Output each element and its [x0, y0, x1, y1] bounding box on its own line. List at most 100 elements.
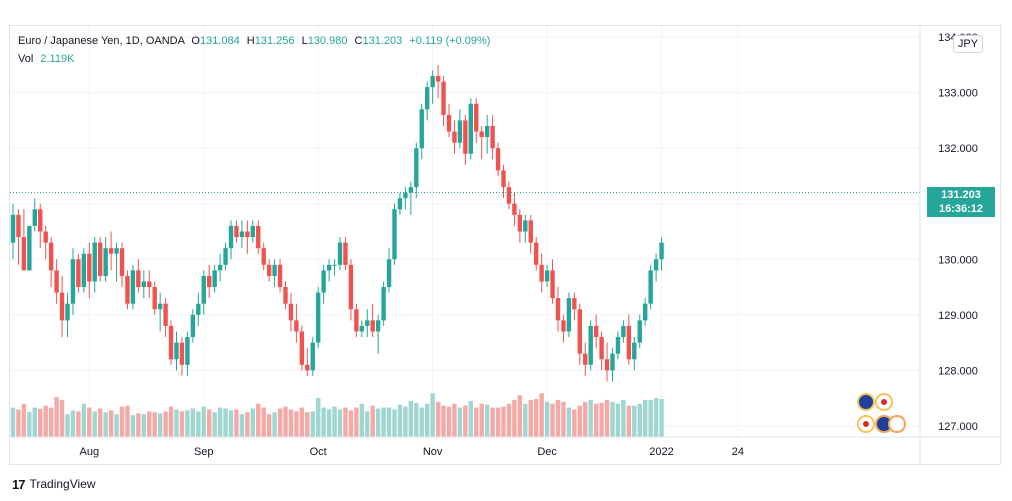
volume-bar — [506, 403, 512, 437]
volume-value: 2.119K — [40, 53, 75, 65]
candle-body — [76, 259, 81, 288]
volume-bar — [125, 405, 130, 437]
candle-body — [474, 103, 479, 132]
candle-body — [425, 87, 430, 110]
volume-bar — [337, 409, 343, 437]
event-marker-eu-flag-icon[interactable] — [857, 393, 875, 411]
volume-bar — [16, 409, 21, 437]
candle-body — [130, 270, 136, 304]
volume-bar — [256, 403, 261, 437]
volume-bar — [163, 411, 168, 437]
candle-body — [517, 214, 523, 232]
candle-body — [435, 75, 441, 82]
volume-bar — [81, 403, 87, 437]
candle-body — [501, 170, 506, 188]
volume-bar — [32, 407, 37, 437]
candle-body — [256, 225, 261, 249]
chart-frame — [9, 25, 1001, 465]
candle-body — [98, 242, 103, 276]
volume-bar — [179, 411, 185, 437]
candle-body — [566, 298, 572, 332]
candle-body — [223, 248, 228, 265]
volume-bar — [201, 406, 206, 437]
candle-body — [27, 225, 32, 271]
candle-body — [103, 248, 108, 276]
low-label: L — [301, 35, 308, 47]
candle-body — [495, 148, 501, 171]
volume-bar — [403, 406, 408, 437]
candle-body — [626, 325, 632, 360]
volume-bar — [217, 407, 223, 437]
candle-body — [583, 353, 588, 365]
candle-body — [283, 287, 288, 304]
volume-bar — [637, 403, 642, 437]
symbol-title[interactable]: Euro / Japanese Yen, 1D, OANDA — [18, 35, 185, 47]
volume-bar — [430, 393, 435, 437]
volume-bar — [414, 402, 419, 437]
candle-body — [16, 214, 21, 238]
candle-body — [468, 103, 473, 154]
candle-body — [457, 120, 463, 143]
volume-bar — [10, 407, 16, 437]
last-price-value: 131.203 — [941, 189, 981, 201]
volume-bar — [141, 414, 146, 437]
candle-body — [21, 237, 27, 271]
grid — [10, 26, 920, 437]
candle-body — [348, 264, 354, 310]
candle-body — [610, 353, 615, 371]
volume-bar — [27, 411, 32, 437]
volume-bar — [593, 403, 599, 437]
candle-body — [65, 303, 70, 321]
candle-body — [414, 148, 419, 188]
candle-body — [48, 242, 54, 271]
time-tick-label: 2022 — [649, 446, 673, 458]
volume-bar — [610, 401, 615, 437]
volume-bar — [310, 411, 315, 437]
candle-body — [544, 270, 550, 282]
volume-bar — [484, 404, 490, 437]
volume-bar — [326, 409, 332, 437]
branding[interactable]: 17 TradingView — [12, 475, 96, 493]
volume-bar — [48, 407, 54, 437]
price-axis[interactable]: 127.000128.000129.000130.000131.000132.0… — [938, 32, 978, 433]
volume-bar — [583, 401, 588, 437]
volume-bar — [653, 398, 659, 437]
volume-bar — [92, 411, 97, 437]
candle-body — [648, 270, 653, 304]
time-tick-label: Aug — [80, 446, 100, 458]
symbol-legend[interactable]: Euro / Japanese Yen, 1D, OANDA O131.084 … — [18, 35, 490, 47]
event-icons[interactable] — [857, 393, 906, 433]
currency-badge[interactable]: JPY — [953, 35, 983, 53]
candle-body — [157, 303, 163, 310]
volume-bar — [277, 408, 283, 437]
candle-body — [207, 275, 212, 288]
candle-body — [70, 259, 76, 304]
candle-body — [119, 248, 125, 276]
volume-bar — [561, 401, 566, 437]
volume-legend[interactable]: Vol 2.119K — [18, 53, 74, 65]
candle-body — [643, 303, 648, 321]
event-marker-jp-flag-icon[interactable] — [888, 415, 906, 433]
candle-body — [196, 303, 201, 315]
candle-body — [637, 320, 642, 343]
volume-bar — [452, 403, 457, 437]
candle-body — [179, 342, 185, 365]
volume-bar — [234, 409, 239, 437]
volume-bar — [392, 409, 397, 437]
volume-bar — [98, 408, 103, 437]
volume-bars — [10, 393, 664, 437]
candle-body — [261, 248, 266, 265]
candle-body — [337, 242, 343, 265]
volume-bar — [539, 393, 544, 437]
volume-bar — [288, 409, 294, 437]
candle-body — [316, 292, 321, 343]
candle-body — [239, 231, 245, 238]
volume-bar — [70, 410, 76, 437]
volume-bar — [250, 408, 255, 437]
volume-bar — [479, 403, 484, 437]
volume-bar — [223, 408, 228, 437]
volume-bar — [305, 412, 310, 437]
candle-body — [174, 342, 179, 360]
time-axis[interactable]: Aug Sep Oct Nov Dec 2022 24 — [80, 446, 744, 458]
